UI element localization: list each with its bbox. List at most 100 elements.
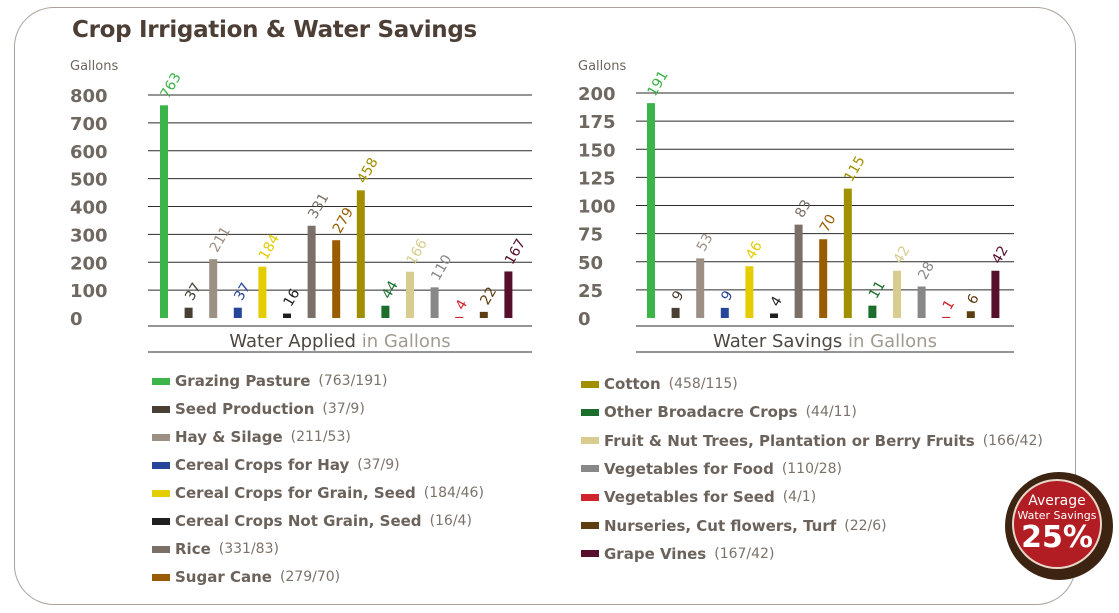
savings-value-label: 11	[866, 278, 889, 301]
applied-value-label: 166	[404, 237, 431, 268]
legend-swatch	[581, 493, 599, 501]
legend-item: Rice (331/83)	[152, 540, 279, 558]
legend-label: Cereal Crops for Grain, Seed	[175, 484, 416, 502]
applied-y-tick-label: 300	[70, 225, 108, 246]
savings-bar	[794, 224, 803, 318]
savings-bar	[696, 258, 705, 318]
legend-label: Hay & Silage	[175, 428, 283, 446]
savings-value-label: 9	[718, 288, 736, 304]
legend-values: (331/83)	[218, 541, 279, 557]
savings-y-tick-label: 100	[578, 197, 616, 218]
applied-value-label: 167	[502, 236, 529, 267]
applied-x-axis-unit: in Gallons	[362, 331, 451, 352]
legend-label: Sugar Cane	[175, 568, 272, 586]
legend-values: (22/6)	[844, 517, 887, 534]
legend-swatch	[152, 573, 170, 581]
savings-value-label: 42	[891, 243, 914, 266]
savings-value-label: 9	[669, 288, 687, 304]
applied-y-axis-label: Gallons	[70, 59, 118, 74]
legend-item: Fruit & Nut Trees, Plantation or Berry F…	[581, 432, 1043, 450]
savings-y-tick-label: 175	[578, 112, 616, 133]
applied-y-tick-label: 200	[70, 253, 108, 274]
savings-y-tick-label: 0	[578, 309, 591, 330]
legend-label: Other Broadacre Crops	[604, 403, 798, 422]
legend-item: Grazing Pasture (763/191)	[152, 372, 388, 390]
savings-bar	[671, 307, 680, 318]
legend-label: Cereal Crops Not Grain, Seed	[175, 512, 422, 530]
savings-value-label: 70	[817, 212, 840, 235]
legend-label: Grape Vines	[604, 544, 707, 563]
savings-bar	[745, 266, 754, 318]
applied-value-label: 458	[354, 155, 381, 186]
legend-label: Nurseries, Cut flowers, Turf	[604, 516, 837, 535]
applied-x-axis-caption: Water Applied in Gallons	[229, 331, 450, 352]
legend-item: Seed Production (37/9)	[152, 400, 365, 418]
applied-bar	[406, 271, 414, 318]
legend-swatch	[152, 433, 170, 441]
legend-item: Sugar Cane (279/70)	[152, 568, 340, 586]
applied-y-tick-label: 700	[70, 114, 108, 135]
legend-label: Cereal Crops for Hay	[175, 456, 350, 474]
applied-value-label: 16	[281, 286, 304, 310]
applied-bar	[479, 311, 488, 318]
savings-bar	[770, 313, 778, 318]
legend-values: (167/42)	[714, 545, 775, 562]
applied-y-tick-label: 0	[70, 309, 83, 330]
applied-value-label: 37	[231, 280, 254, 303]
savings-y-axis-label: Gallons	[578, 59, 626, 74]
applied-value-label: 184	[256, 231, 283, 262]
applied-y-tick-label: 800	[70, 86, 108, 107]
applied-bar	[209, 259, 218, 318]
badge-value: 25%	[1021, 520, 1093, 555]
legend-values: (37/9)	[357, 457, 400, 473]
savings-value-label: 191	[645, 68, 672, 99]
legend-values: (211/53)	[290, 429, 351, 445]
legend-values: (166/42)	[982, 432, 1043, 449]
average-water-savings-badge: Average Water Savings 25%	[1005, 472, 1113, 580]
water-applied-chart: Gallons 0 100 200 300 400 500 600 700 800 763 37 211…	[70, 59, 532, 353]
savings-bar	[893, 270, 901, 318]
savings-x-axis-unit: in Gallons	[848, 331, 937, 352]
water-savings-chart: Gallons 0 25 50 75 100 125 150 175 200 191 9 53 9 46 4 8…	[578, 59, 1014, 353]
legend-swatch	[152, 461, 170, 469]
legend-item: Nurseries, Cut flowers, Turf (22/6)	[581, 517, 887, 535]
applied-bar	[430, 287, 439, 318]
legend-values: (184/46)	[423, 485, 484, 501]
legend-item: Vegetables for Seed (4/1)	[581, 488, 816, 506]
legend-item: Hay & Silage (211/53)	[152, 428, 351, 446]
savings-y-tick-label: 50	[578, 253, 603, 274]
legend-swatch	[152, 377, 170, 385]
savings-bar	[868, 305, 877, 318]
savings-y-tick-label: 25	[578, 281, 603, 302]
applied-bar	[381, 305, 390, 318]
legend-swatch	[581, 380, 599, 388]
legend-swatch	[581, 522, 599, 529]
savings-value-label: 1	[940, 297, 958, 313]
applied-bar	[455, 316, 464, 318]
applied-bar	[184, 307, 193, 318]
legend-item: Cereal Crops for Hay (37/9)	[152, 456, 400, 474]
applied-bar	[233, 307, 242, 318]
applied-x-axis-label: Water Applied	[229, 331, 361, 352]
applied-value-label: 110	[428, 252, 455, 283]
applied-bar	[356, 190, 365, 318]
chart-title: Crop Irrigation & Water Savings	[72, 17, 477, 43]
savings-bar	[819, 239, 828, 318]
savings-y-tick-label: 125	[578, 168, 616, 189]
legend-item: Cereal Crops for Grain, Seed (184/46)	[152, 484, 484, 502]
badge-inner: Average Water Savings 25%	[1012, 479, 1102, 569]
legend-item: Other Broadacre Crops (44/11)	[581, 403, 857, 421]
applied-bar	[258, 266, 267, 318]
legend-values: (37/9)	[322, 401, 365, 417]
legend-values: (458/115)	[668, 376, 738, 392]
legend-values: (763/191)	[318, 373, 388, 389]
savings-value-label: 6	[964, 291, 982, 307]
applied-value-label: 211	[207, 224, 234, 255]
savings-bar	[843, 188, 852, 318]
legend-swatch	[152, 517, 170, 525]
applied-value-label: 37	[182, 280, 205, 303]
applied-bar	[504, 271, 513, 318]
legend-item: Cotton (458/115)	[581, 375, 738, 393]
savings-bar	[917, 286, 926, 318]
savings-value-label: 46	[743, 239, 766, 263]
